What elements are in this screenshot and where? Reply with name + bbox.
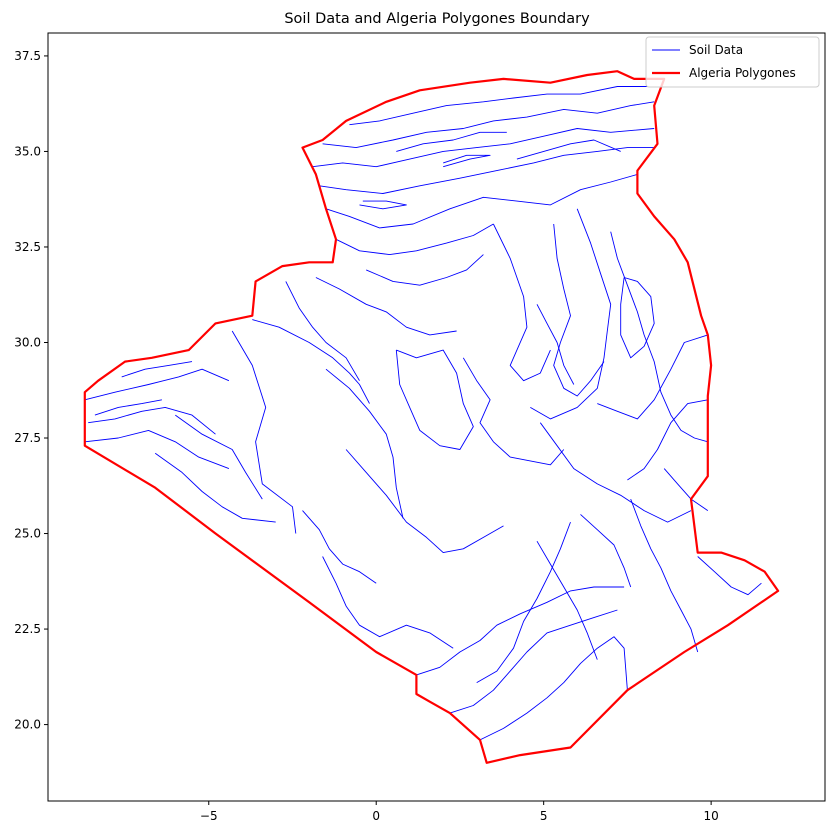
y-tick-label: 30.0 [14, 335, 41, 349]
soil-data-line-43 [121, 361, 193, 378]
x-tick-label: 0 [372, 809, 380, 823]
soil-data-line-2 [84, 429, 230, 470]
soil-data-line-5 [252, 319, 370, 404]
soil-data-line-44 [366, 254, 484, 286]
soil-data-line-35 [479, 636, 628, 741]
soil-data-line-13 [349, 86, 648, 126]
y-tick-label: 20.0 [14, 718, 41, 732]
soil-data-line-32 [175, 414, 263, 500]
x-tick-label: −5 [200, 809, 218, 823]
soil-data-line-4 [231, 330, 297, 534]
soil-data-line-34 [449, 609, 618, 714]
y-tick-label: 27.5 [14, 431, 41, 445]
soil-data-line-26 [395, 349, 474, 450]
soil-data-line-3 [154, 452, 276, 523]
soil-data-line-28 [539, 422, 692, 523]
soil-data-line-39 [697, 556, 762, 596]
legend-soil-data-label: Soil Data [689, 43, 743, 57]
soil-data-line-37 [536, 540, 598, 660]
y-tick-label: 22.5 [14, 622, 41, 636]
y-tick-label: 37.5 [14, 49, 41, 63]
y-tick-label: 32.5 [14, 240, 41, 254]
soil-data-line-19 [553, 223, 605, 397]
soil-data-line-27 [462, 357, 565, 466]
soil-data-line-25 [325, 368, 404, 519]
soil-data-line-40 [663, 468, 709, 511]
soil-data-line-0 [84, 368, 230, 401]
soil-data-line-6 [285, 281, 360, 381]
soil-data-line-12 [322, 101, 655, 149]
soil-data-line-22 [620, 277, 655, 359]
soil-data-line-10 [319, 147, 655, 194]
soil-data-line-24 [627, 399, 708, 481]
soil-data-line-9 [325, 173, 638, 229]
y-tick-label: 35.0 [14, 144, 41, 158]
soil-data-line-30 [322, 556, 454, 649]
axes-frame [47, 32, 826, 802]
y-tick-label: 25.0 [14, 527, 41, 541]
chart-title: Soil Data and Algeria Polygones Boundary [284, 11, 590, 27]
soil-data-line-16 [443, 154, 491, 168]
soil-data-line-7 [315, 277, 457, 336]
soil-data-line-41 [580, 514, 632, 588]
soil-data-line-29 [345, 449, 504, 554]
soil-data-line-45 [536, 304, 575, 385]
x-tick-label: 5 [540, 809, 548, 823]
soil-data-line-8 [335, 223, 494, 256]
soil-data-line-33 [416, 586, 625, 676]
algeria-boundary-line [83, 70, 780, 764]
soil-data-line-23 [597, 334, 708, 420]
soil-data-line-14 [396, 131, 507, 152]
y-axis: 20.0 22.5 25.0 27.5 30.0 32.5 35.0 37.5 [14, 49, 48, 732]
soil-data-line-11 [312, 128, 655, 168]
legend-algeria-polygones-label: Algeria Polygones [689, 66, 796, 80]
soil-data-line-31 [302, 510, 377, 584]
soil-data-line-42 [94, 399, 162, 416]
soil-data-line-21 [610, 231, 708, 443]
legend: Soil Data Algeria Polygones [645, 36, 820, 88]
x-axis: −5 0 5 10 [200, 801, 719, 823]
soil-data-line-1 [88, 406, 216, 435]
soil-data-line-36 [476, 521, 571, 683]
soil-data-line-20 [530, 208, 612, 420]
soil-data-line-18 [492, 223, 551, 382]
soil-data-line-15 [516, 139, 621, 160]
soil-data-line-38 [630, 498, 699, 653]
legend-box [645, 36, 820, 88]
x-tick-label: 10 [703, 809, 718, 823]
plot-area [83, 70, 780, 764]
soil-data-line-17 [359, 200, 407, 210]
